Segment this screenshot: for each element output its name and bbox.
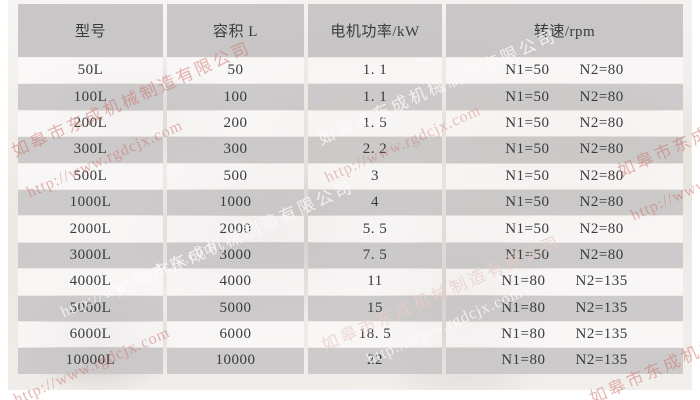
table-row: 200L 200 1. 5 N1=50 N2=80 bbox=[18, 110, 683, 137]
speed-n2: N2=135 bbox=[575, 299, 628, 316]
speed-n1: N1=50 bbox=[505, 194, 550, 211]
capacity-cell: 300 bbox=[167, 137, 304, 163]
speed-n1: N1=50 bbox=[505, 62, 550, 79]
column-header-model: 型号 bbox=[18, 4, 163, 57]
speed-n1: N1=50 bbox=[505, 246, 550, 263]
power-cell: 5. 5 bbox=[308, 216, 442, 242]
capacity-cell: 3000 bbox=[167, 242, 304, 269]
model-cell: 3000L bbox=[18, 242, 163, 269]
speed-cell: N1=50 N2=80 bbox=[446, 189, 683, 216]
capacity-cell: 500 bbox=[167, 163, 304, 189]
model-cell: 50L bbox=[18, 58, 163, 84]
table-row: 100L 100 1. 1 N1=50 N2=80 bbox=[18, 84, 683, 110]
speed-cell: N1=50 N2=80 bbox=[446, 110, 683, 137]
power-cell: 1. 1 bbox=[308, 84, 442, 110]
speed-cell: N1=80 N2=135 bbox=[446, 295, 683, 321]
speed-n2: N2=80 bbox=[579, 167, 624, 184]
power-cell: 22 bbox=[308, 348, 442, 374]
capacity-cell: 1000 bbox=[167, 189, 304, 216]
power-cell: 11 bbox=[308, 269, 442, 295]
model-cell: 300L bbox=[18, 137, 163, 163]
column-header-speed: 转速/rpm bbox=[446, 4, 683, 57]
power-cell: 1. 1 bbox=[308, 58, 442, 84]
column-header-capacity: 容积 L bbox=[167, 4, 304, 57]
table-row: 10000L 10000 22 N1=80 N2=135 bbox=[18, 348, 683, 374]
capacity-cell: 2000 bbox=[167, 216, 304, 242]
speed-cell: N1=50 N2=80 bbox=[446, 137, 683, 163]
power-cell: 3 bbox=[308, 163, 442, 189]
table-row: 1000L 1000 4 N1=50 N2=80 bbox=[18, 189, 683, 216]
power-cell: 18. 5 bbox=[308, 321, 442, 348]
speed-cell: N1=50 N2=80 bbox=[446, 242, 683, 269]
speed-cell: N1=50 N2=80 bbox=[446, 216, 683, 242]
model-cell: 6000L bbox=[18, 321, 163, 348]
power-cell: 1. 5 bbox=[308, 110, 442, 137]
capacity-cell: 10000 bbox=[167, 348, 304, 374]
model-cell: 10000L bbox=[18, 348, 163, 374]
table-row: 500L 500 3 N1=50 N2=80 bbox=[18, 163, 683, 189]
speed-n1: N1=80 bbox=[501, 299, 546, 316]
table-row: 5000L 5000 15 N1=80 N2=135 bbox=[18, 295, 683, 321]
speed-n2: N2=135 bbox=[575, 326, 628, 343]
capacity-cell: 100 bbox=[167, 84, 304, 110]
speed-n1: N1=50 bbox=[505, 141, 550, 158]
capacity-cell: 4000 bbox=[167, 269, 304, 295]
table-row: 2000L 2000 5. 5 N1=50 N2=80 bbox=[18, 216, 683, 242]
speed-n1: N1=50 bbox=[505, 167, 550, 184]
table-row: 300L 300 2. 2 N1=50 N2=80 bbox=[18, 137, 683, 163]
table-row: 6000L 6000 18. 5 N1=80 N2=135 bbox=[18, 321, 683, 348]
speed-cell: N1=80 N2=135 bbox=[446, 321, 683, 348]
table-header-row: 型号 容积 L 电机功率/kW 转速/rpm bbox=[18, 4, 683, 57]
model-cell: 5000L bbox=[18, 295, 163, 321]
capacity-cell: 6000 bbox=[167, 321, 304, 348]
capacity-cell: 50 bbox=[167, 58, 304, 84]
speed-n2: N2=135 bbox=[575, 352, 628, 369]
power-cell: 15 bbox=[308, 295, 442, 321]
speed-cell: N1=80 N2=135 bbox=[446, 269, 683, 295]
table-row: 4000L 4000 11 N1=80 N2=135 bbox=[18, 269, 683, 295]
speed-n2: N2=80 bbox=[579, 88, 624, 105]
table-row: 50L 50 1. 1 N1=50 N2=80 bbox=[18, 58, 683, 84]
speed-n2: N2=80 bbox=[579, 220, 624, 237]
speed-n2: N2=80 bbox=[579, 62, 624, 79]
speed-n1: N1=50 bbox=[505, 88, 550, 105]
model-cell: 1000L bbox=[18, 189, 163, 216]
power-cell: 7. 5 bbox=[308, 242, 442, 269]
power-cell: 2. 2 bbox=[308, 137, 442, 163]
speed-n2: N2=80 bbox=[579, 194, 624, 211]
speed-n1: N1=50 bbox=[505, 220, 550, 237]
speed-cell: N1=50 N2=80 bbox=[446, 58, 683, 84]
model-cell: 4000L bbox=[18, 269, 163, 295]
model-cell: 200L bbox=[18, 110, 163, 137]
speed-n1: N1=80 bbox=[501, 273, 546, 290]
speed-n1: N1=50 bbox=[505, 114, 550, 131]
speed-n1: N1=80 bbox=[501, 326, 546, 343]
column-header-power: 电机功率/kW bbox=[308, 4, 442, 57]
power-cell: 4 bbox=[308, 189, 442, 216]
table-row: 3000L 3000 7. 5 N1=50 N2=80 bbox=[18, 242, 683, 269]
capacity-cell: 5000 bbox=[167, 295, 304, 321]
speed-cell: N1=50 N2=80 bbox=[446, 84, 683, 110]
model-cell: 100L bbox=[18, 84, 163, 110]
speed-n2: N2=135 bbox=[575, 273, 628, 290]
speed-n2: N2=80 bbox=[579, 114, 624, 131]
model-cell: 2000L bbox=[18, 216, 163, 242]
spec-table: 型号 容积 L 电机功率/kW 转速/rpm 50L 50 1. 1 N1=50… bbox=[18, 4, 683, 374]
speed-cell: N1=50 N2=80 bbox=[446, 163, 683, 189]
speed-n1: N1=80 bbox=[501, 352, 546, 369]
model-cell: 500L bbox=[18, 163, 163, 189]
capacity-cell: 200 bbox=[167, 110, 304, 137]
speed-n2: N2=80 bbox=[579, 141, 624, 158]
speed-cell: N1=80 N2=135 bbox=[446, 348, 683, 374]
speed-n2: N2=80 bbox=[579, 246, 624, 263]
